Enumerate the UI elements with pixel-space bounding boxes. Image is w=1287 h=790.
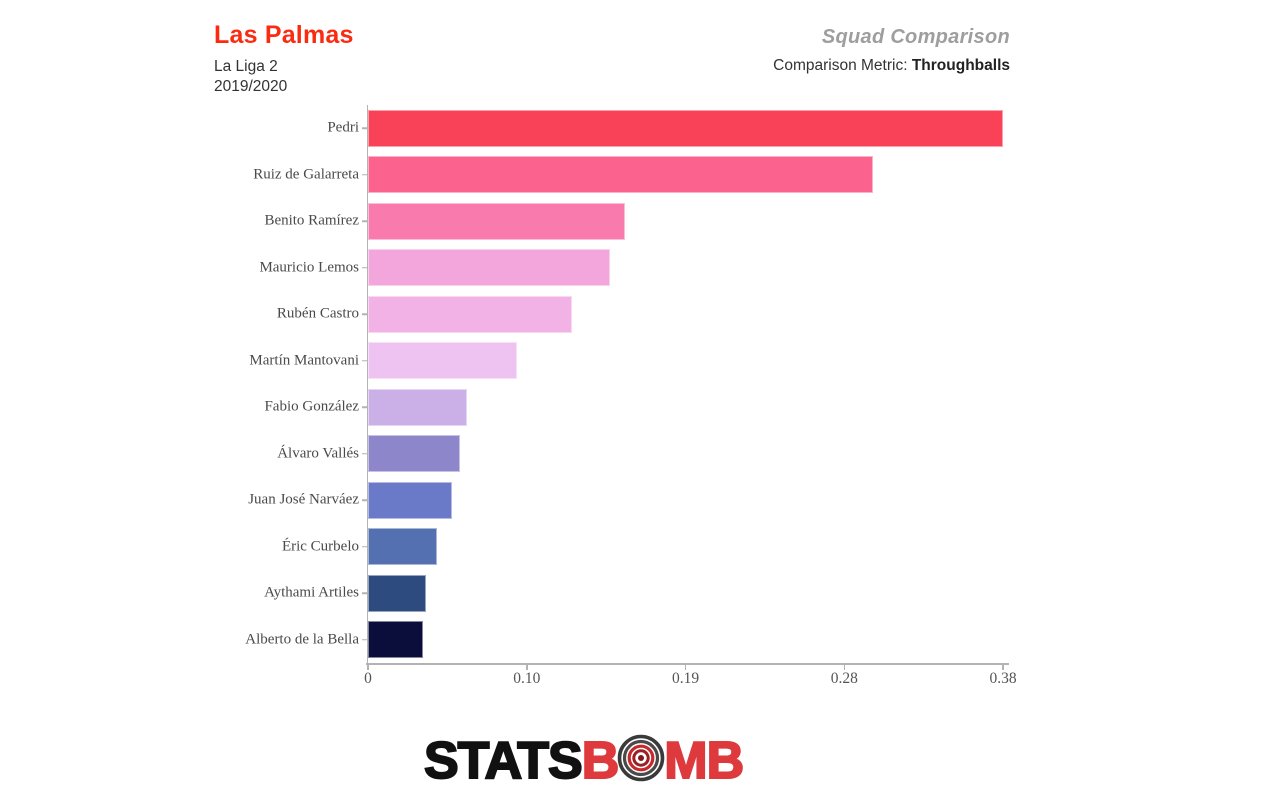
player-label: Éric Curbelo [281,538,359,555]
y-tick-mark [362,267,367,269]
y-tick-mark [362,313,367,315]
bar-rows: Pedri Ruiz de Galarreta Benito Ramírez M… [245,105,1003,664]
comparison-metric: Comparison Metric: Throughballs [773,57,1010,75]
x-tick-label: 0 [364,670,372,687]
player-label: Benito Ramírez [264,212,359,229]
chart-title: Squad Comparison [821,26,1010,48]
bar-chart: Pedri Ruiz de Galarreta Benito Ramírez M… [245,105,1017,687]
player-label: Rubén Castro [276,305,359,322]
header-right: Squad Comparison Comparison Metric: Thro… [773,26,1010,75]
player-bar [368,388,467,426]
player-label: Aythami Artiles [264,584,359,601]
player-bar [368,202,626,240]
table-row: Aythami Artiles [264,570,1003,617]
y-axis-spine [366,105,368,668]
player-label: Martín Mantovani [249,352,359,369]
y-tick-mark [362,499,367,501]
table-row: Mauricio Lemos [259,245,1003,292]
player-label: Ruiz de Galarreta [253,166,359,183]
table-row: Álvaro Vallés [277,431,1003,478]
y-tick-mark [362,592,367,594]
table-row: Benito Ramírez [264,198,1003,245]
player-bar [368,342,517,380]
x-tick-label: 0.19 [671,670,700,687]
metric-value: Throughballs [911,57,1010,74]
table-row: Juan José Narváez [248,477,1003,524]
table-row: Rubén Castro [277,291,1003,338]
player-label: Pedri [327,119,359,136]
player-label: Fabio González [264,398,359,415]
table-row: Fabio González [264,384,1003,431]
player-bar [368,621,424,659]
bomb-target-icon [617,734,665,782]
player-bar [368,528,437,566]
season-label: 2019/2020 [214,78,288,96]
player-bar [368,109,1003,147]
player-label: Mauricio Lemos [259,259,359,276]
y-tick-mark [362,220,367,222]
header-left: Las Palmas La Liga 2 2019/2020 [214,21,354,98]
table-row: Éric Curbelo [282,524,1003,571]
statsbomb-logo: STATS B MB [423,732,745,790]
player-bar [368,249,611,287]
y-tick-mark [362,639,367,641]
player-label: Alberto de la Bella [245,631,359,648]
y-tick-mark [362,127,367,129]
logo-mb-text: MB [663,732,745,790]
y-tick-mark [362,406,367,408]
table-row: Ruiz de Galarreta [253,152,1003,199]
y-tick-mark [362,174,367,176]
x-tick-mark [367,664,369,670]
player-label: Álvaro Vallés [277,445,359,462]
metric-label: Comparison Metric: [773,57,912,74]
player-bar [368,435,460,473]
logo-b-text: B [581,732,621,790]
logo-stats-text: STATS [423,732,584,790]
x-tick-mark [684,664,687,670]
player-bar [368,156,873,194]
table-row: Martín Mantovani [249,338,1003,385]
x-tick-mark [526,664,528,670]
team-title: Las Palmas [214,21,354,49]
player-bar [368,574,427,612]
table-row: Alberto de la Bella [245,617,1003,664]
table-row: Pedri [327,105,1003,152]
x-tick-label: 0.38 [989,670,1017,687]
y-tick-mark [362,453,367,455]
player-label: Juan José Narváez [248,491,359,508]
x-tick-mark [1002,664,1004,670]
player-bar [368,295,572,333]
competition-label: La Liga 2 [214,57,278,75]
player-bar [368,481,452,519]
x-tick-label: 0.28 [830,670,858,687]
x-tick-label: 0.10 [513,670,541,687]
y-tick-mark [362,360,367,362]
competition-season: La Liga 2 2019/2020 [214,57,354,98]
y-tick-mark [362,546,367,548]
x-tick-mark [843,664,845,670]
x-axis-line [366,663,1009,665]
